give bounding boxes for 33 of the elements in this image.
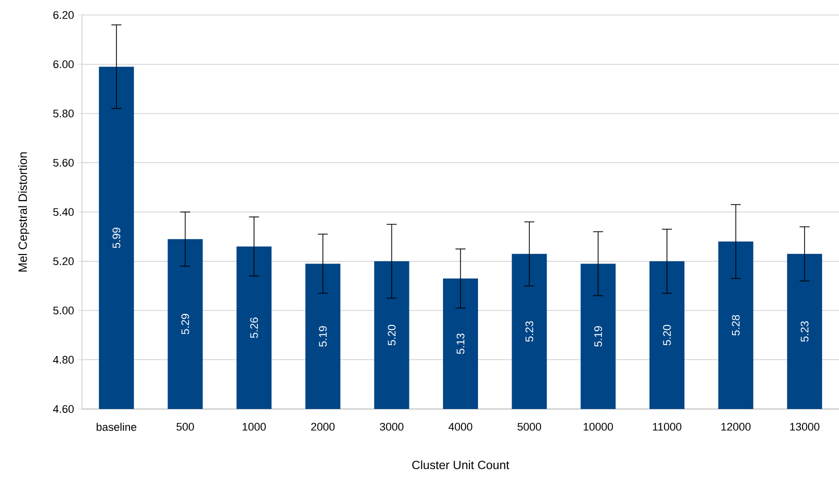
x-tick-label: baseline: [96, 422, 136, 431]
data-label: 5.99: [112, 228, 120, 248]
x-tick-label: 3000: [380, 422, 404, 431]
y-axis-title: Mel Cepstral Distortion: [18, 152, 30, 272]
y-tick-label: 6.00: [53, 60, 74, 68]
data-label: 5.28: [732, 315, 740, 336]
x-tick-label: 5000: [518, 422, 542, 431]
y-tick-label: 5.40: [53, 208, 74, 216]
x-tick-label: 10000: [584, 422, 613, 431]
data-label: 5.13: [456, 334, 464, 354]
x-tick-label: 11000: [652, 422, 682, 431]
x-tick-label: 4000: [448, 422, 472, 431]
y-tick-label: 5.80: [53, 110, 74, 118]
x-axis-title: Cluster Unit Count: [412, 460, 510, 470]
data-label: 5.23: [800, 321, 808, 342]
y-tick-label: 5.20: [53, 257, 74, 266]
y-tick-label: 4.80: [53, 356, 74, 364]
data-label: 5.29: [181, 314, 190, 334]
x-tick-label: 13000: [790, 422, 820, 431]
data-label: 5.19: [319, 326, 327, 347]
y-tick-label: 5.60: [53, 158, 74, 167]
data-label: 5.19: [594, 326, 602, 347]
data-label: 5.23: [525, 321, 534, 342]
data-label: 5.20: [663, 324, 671, 346]
y-tick-label: 6.20: [53, 11, 74, 19]
y-tick-label: 4.60: [53, 405, 74, 413]
x-tick-label: 500: [176, 422, 194, 431]
x-tick-label: 12000: [721, 422, 751, 431]
x-tick-label: 1000: [242, 422, 266, 431]
y-tick-label: 5.00: [53, 306, 74, 314]
data-label: 5.26: [250, 318, 258, 338]
data-label: 5.20: [388, 324, 396, 346]
x-tick-label: 2000: [311, 422, 335, 431]
